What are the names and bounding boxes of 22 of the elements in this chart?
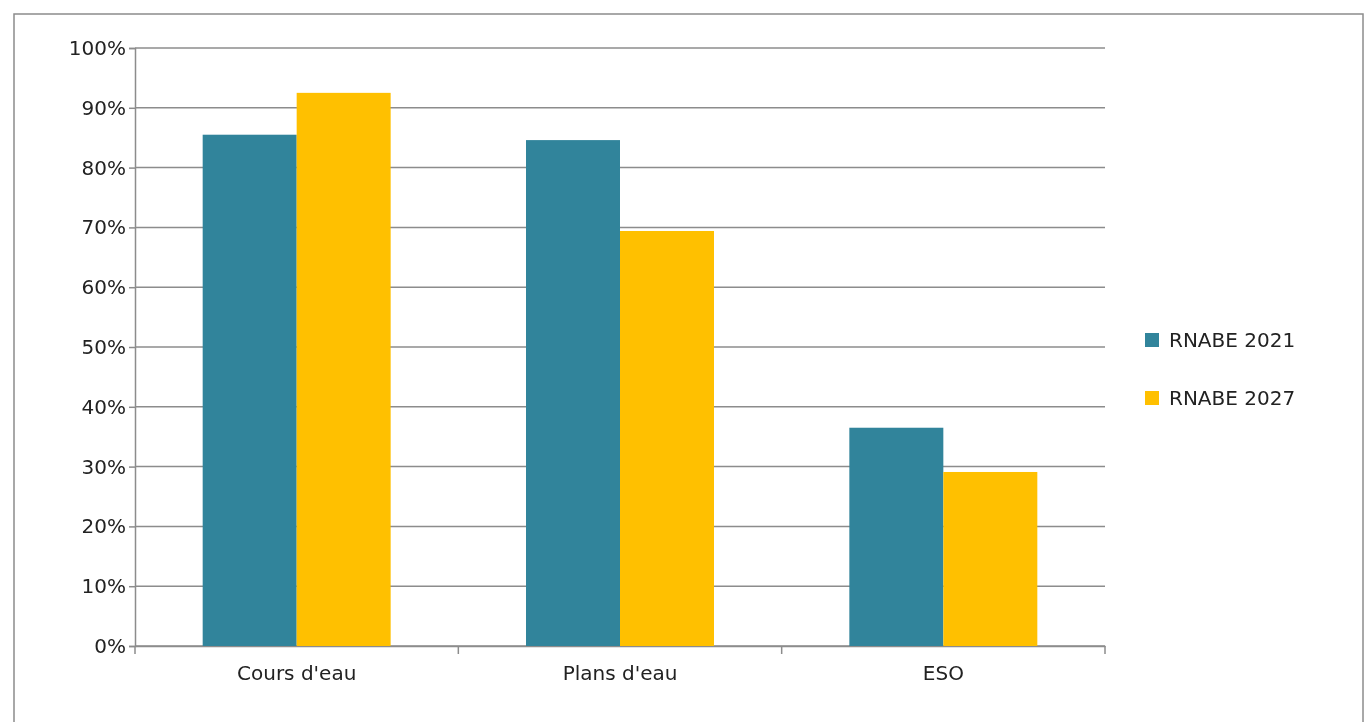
bar [296, 92, 391, 646]
legend-label: RNABE 2027 [1169, 386, 1296, 410]
bar [943, 471, 1038, 646]
x-tick-label: ESO [922, 661, 964, 686]
y-tick-label: 20% [81, 514, 126, 539]
bar [526, 140, 620, 646]
bar [849, 427, 944, 646]
y-tick-label: 60% [81, 275, 126, 300]
y-tick-label: 40% [81, 394, 126, 419]
y-tick-label: 30% [81, 454, 126, 479]
y-tick-label: 0% [94, 633, 126, 658]
y-tick-label: 90% [81, 95, 126, 120]
bar [202, 134, 297, 646]
y-tick-label: 10% [81, 574, 126, 599]
y-tick-label: 80% [81, 155, 126, 180]
bar [620, 230, 714, 646]
x-tick-label: Cours d'eau [237, 661, 357, 686]
y-tick-label: 70% [81, 215, 126, 240]
y-tick-label: 100% [68, 35, 126, 60]
y-tick-label: 50% [81, 334, 126, 359]
x-tick-label: Plans d'eau [562, 661, 678, 686]
legend-label: RNABE 2021 [1169, 328, 1296, 352]
